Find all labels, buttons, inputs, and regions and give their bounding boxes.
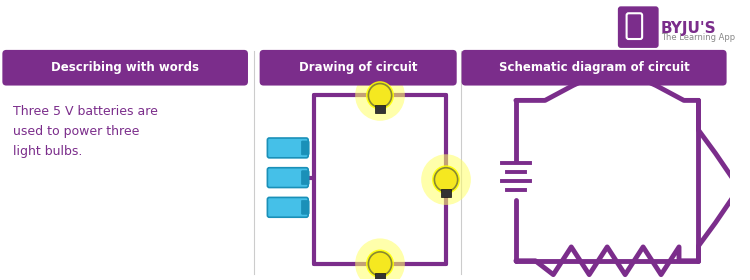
Ellipse shape [366,81,394,110]
FancyBboxPatch shape [302,200,309,214]
Text: BYJU'S: BYJU'S [661,21,716,36]
FancyBboxPatch shape [375,105,385,113]
FancyBboxPatch shape [375,273,385,280]
Text: Describing with words: Describing with words [51,61,200,74]
Ellipse shape [422,154,471,205]
Ellipse shape [366,249,394,278]
Text: The Learning App: The Learning App [661,33,735,42]
FancyBboxPatch shape [461,50,727,86]
FancyBboxPatch shape [302,141,309,155]
FancyBboxPatch shape [302,171,309,185]
Circle shape [368,252,392,276]
Text: Schematic diagram of circuit: Schematic diagram of circuit [499,61,689,74]
Ellipse shape [356,238,405,280]
Text: Drawing of circuit: Drawing of circuit [299,61,418,74]
FancyBboxPatch shape [2,50,248,86]
FancyBboxPatch shape [618,6,658,48]
FancyBboxPatch shape [268,197,308,217]
FancyBboxPatch shape [260,50,457,86]
Circle shape [368,83,392,107]
FancyBboxPatch shape [268,168,308,188]
Ellipse shape [432,165,460,194]
FancyBboxPatch shape [268,138,308,158]
Ellipse shape [356,70,405,121]
Circle shape [434,168,457,192]
Text: Three 5 V batteries are
used to power three
light bulbs.: Three 5 V batteries are used to power th… [13,105,158,158]
FancyBboxPatch shape [441,189,451,197]
